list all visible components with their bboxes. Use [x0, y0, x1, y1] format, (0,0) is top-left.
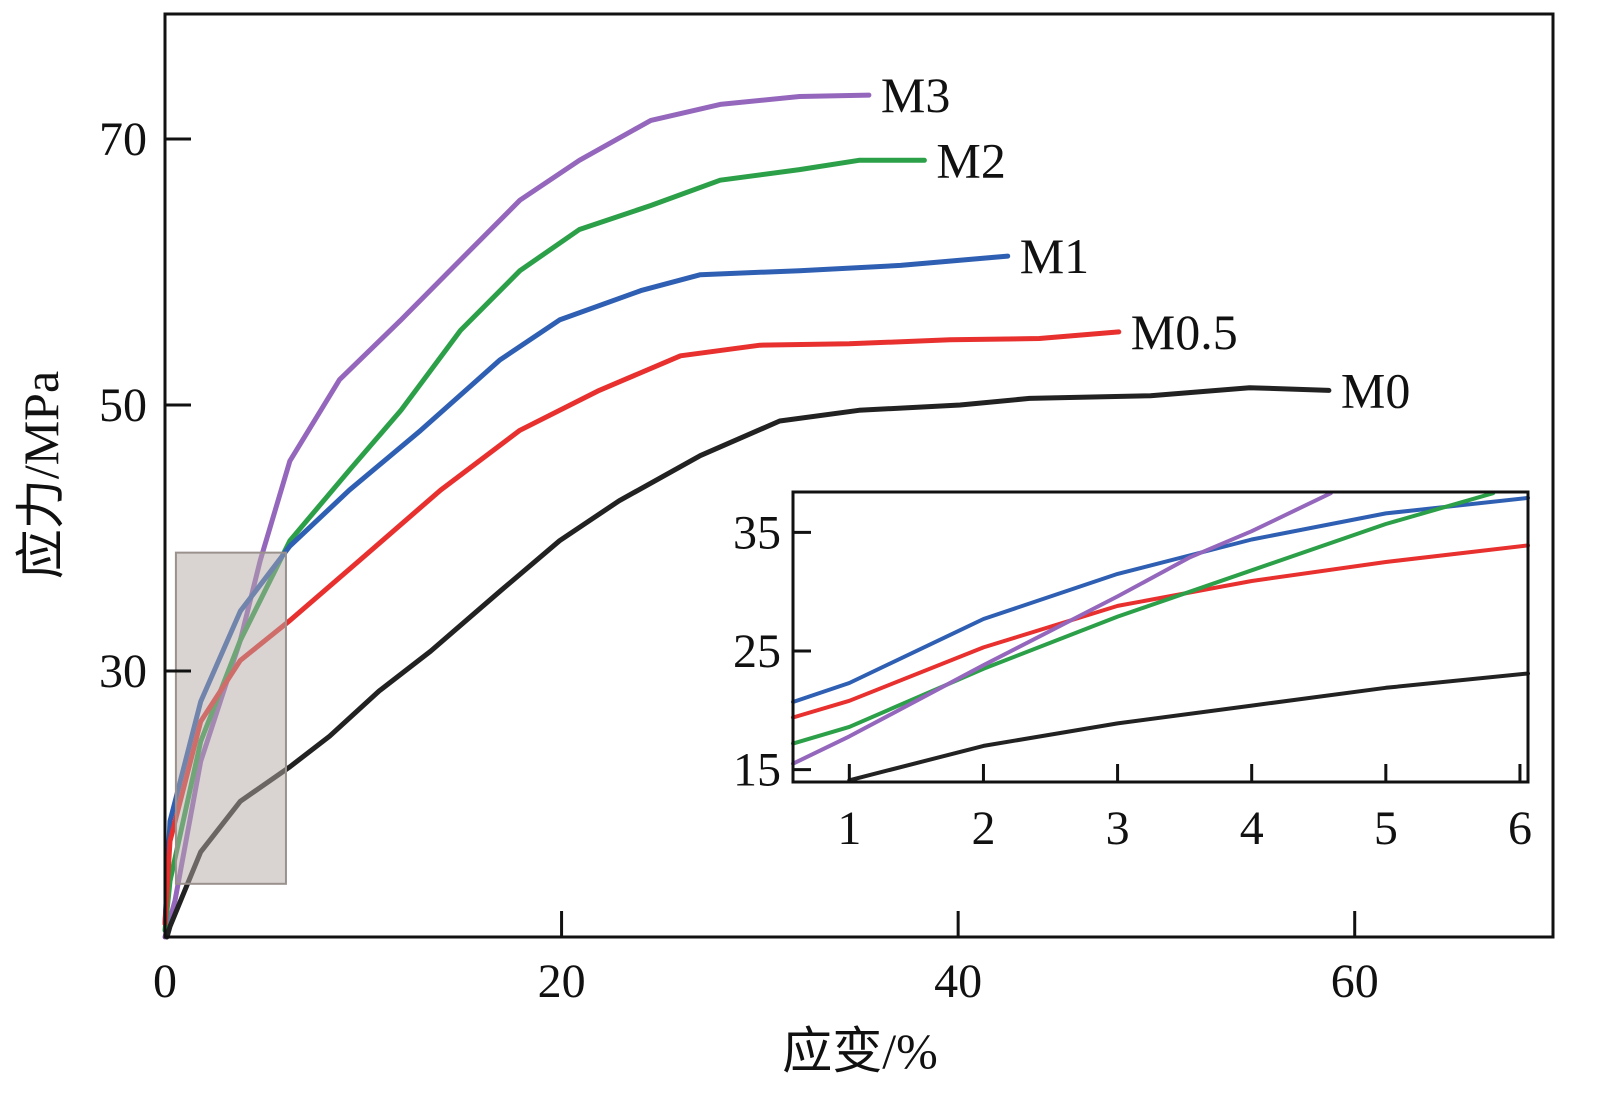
series-label-M3: M3	[881, 67, 950, 123]
x-tick-label: 3	[1106, 802, 1130, 855]
y-axis-label: 应力/MPa	[13, 371, 69, 579]
y-tick-label: 70	[99, 113, 147, 166]
y-tick-label: 25	[733, 625, 781, 678]
zoom-region-highlight	[174, 551, 287, 885]
series-line-3	[791, 491, 1333, 766]
x-tick-label: 60	[1331, 955, 1379, 1008]
series-line-4	[847, 671, 1530, 783]
plot-frame	[791, 490, 1530, 784]
x-tick-label: 4	[1240, 802, 1264, 855]
y-tick-label: 30	[99, 645, 147, 698]
x-tick-label: 6	[1508, 802, 1532, 855]
series-label-M0: M0	[1341, 362, 1410, 418]
x-tick-label: 40	[934, 955, 982, 1008]
y-tick-label: 15	[733, 744, 781, 797]
series-line-0	[791, 495, 1530, 704]
series-label-M2: M2	[936, 132, 1005, 188]
x-tick-label: 5	[1374, 802, 1398, 855]
y-tick-label: 50	[99, 379, 147, 432]
x-tick-label: 20	[538, 955, 586, 1008]
plot-frame	[163, 12, 1555, 939]
x-axis-label: 应变/%	[782, 1023, 938, 1079]
x-tick-label: 1	[837, 802, 861, 855]
x-tick-label: 0	[153, 955, 177, 1008]
series-label-M0.5: M0.5	[1131, 304, 1238, 360]
plot-background	[793, 492, 1528, 782]
inset-plot: 1 2 3 4 5 6 15 25 35	[733, 490, 1532, 855]
series-line-1	[791, 543, 1530, 720]
series-line-2	[791, 491, 1496, 746]
series-label-M1: M1	[1020, 228, 1089, 284]
main-plot: M3 M2 M1 M0.5 M0 0 20 40 60 30 50 70	[99, 12, 1555, 1008]
y-tick-label: 35	[733, 506, 781, 559]
x-tick-label: 2	[971, 802, 995, 855]
